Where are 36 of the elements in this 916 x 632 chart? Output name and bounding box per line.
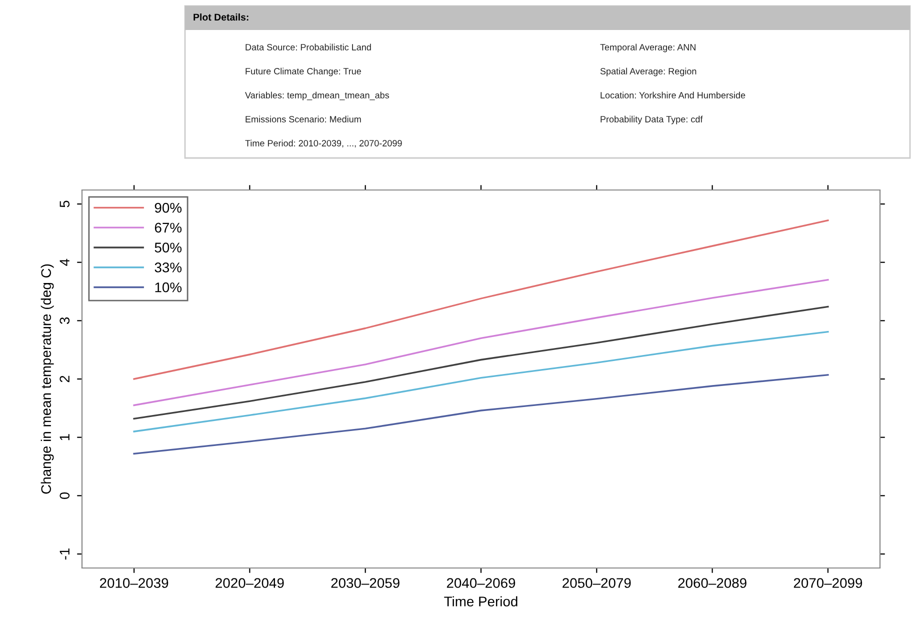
line-series	[133, 220, 829, 380]
line-series	[133, 306, 829, 420]
y-axis-title: Change in mean temperature (deg C)	[40, 264, 54, 494]
text: Time Period: 2010-2039, ..., 2070-2099	[245, 140, 402, 148]
y-tick-label: -1	[60, 548, 70, 560]
text: Spatial Average: Region	[600, 68, 696, 76]
text: Variables: temp_dmean_tmean_abs	[245, 92, 390, 100]
line-series	[133, 374, 829, 454]
legend-label: 67%	[154, 222, 182, 233]
legend-label: 50%	[154, 242, 182, 252]
text: Probability Data Type: cdf	[600, 116, 703, 124]
legend-label: 33%	[154, 262, 182, 272]
y-tick-label: 4	[60, 258, 70, 266]
legend-label: 10%	[155, 282, 182, 292]
y-tick-label: 3	[60, 317, 70, 324]
x-tick-label: 2010–2039	[100, 578, 168, 588]
y-tick-label: 0	[60, 492, 70, 499]
x-tick-label: 2040–2069	[446, 578, 516, 588]
source-note: Data Source: Probabilistic Land	[246, 44, 371, 50]
text: Emissions Scenario: Medium	[246, 116, 361, 122]
text: Temporal Average: ANN	[600, 44, 696, 52]
y-tick-label: 1	[60, 434, 70, 440]
line-series	[133, 279, 829, 406]
legend-label: 90%	[154, 202, 182, 213]
x-axis-title: Time Period	[444, 596, 518, 606]
chart-title: Plot Details:	[194, 13, 248, 21]
x-tick-label: 2020–2049	[216, 578, 284, 588]
x-tick-label: 2060–2089	[678, 578, 746, 588]
x-tick-label: 2030–2059	[331, 578, 400, 588]
x-tick-label: 2050–2079	[562, 578, 631, 588]
text: Future Climate Change: True	[246, 68, 362, 76]
text: Location: Yorkshire And Humberside	[600, 92, 746, 98]
x-tick-label: 2070–2099	[794, 578, 862, 588]
y-tick-label: 2	[60, 376, 70, 382]
y-tick-label: 5	[60, 200, 70, 208]
line-series	[133, 330, 829, 432]
